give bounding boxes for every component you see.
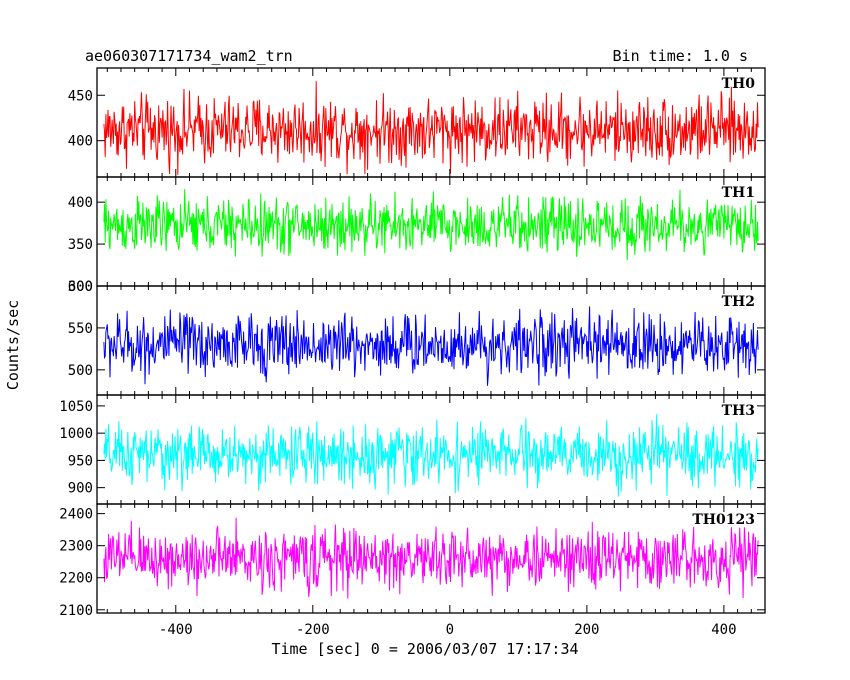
series-label-th2: TH2 <box>722 294 755 310</box>
y-tick-label: 2400 <box>59 507 93 523</box>
y-tick-label: 350 <box>68 237 93 253</box>
x-tick-label: -200 <box>296 622 330 638</box>
series-line-th0123 <box>103 517 759 599</box>
y-tick-label: 1000 <box>59 426 93 442</box>
y-axis-label: Counts/sec <box>4 300 22 390</box>
series-label-th0: TH0 <box>722 76 756 92</box>
x-tick-label: -400 <box>159 622 193 638</box>
x-axis-label: Time [sec] 0 = 2006/03/07 17:17:34 <box>271 640 578 658</box>
x-tick-label: 400 <box>711 622 736 638</box>
y-tick-label: 550 <box>68 321 93 337</box>
chart-title-right: Bin time: 1.0 s <box>613 47 748 65</box>
x-tick-label: 200 <box>574 622 599 638</box>
y-tick-label: 2100 <box>59 603 93 619</box>
y-tick-label: 950 <box>68 453 93 469</box>
panel-th0: TH0 400 450 <box>68 67 766 178</box>
y-tick-label: 400 <box>68 134 93 150</box>
series-label-th1: TH1 <box>722 185 755 201</box>
panel-th1: TH1 300 350 400 <box>68 176 766 295</box>
series-label-th0123: TH0123 <box>692 512 755 528</box>
y-tick-label: 300 <box>68 279 93 295</box>
y-tick-label: 400 <box>68 195 93 211</box>
panel-th0123: TH0123 2100 2200 2300 2400 <box>59 503 766 619</box>
panel-frame <box>96 503 766 614</box>
panel-th3: TH3 900 950 1000 1050 <box>59 394 766 505</box>
y-tick-label: 900 <box>68 481 93 497</box>
y-tick-label: 2200 <box>59 571 93 587</box>
y-tick-label: 2300 <box>59 539 93 555</box>
series-line-th1 <box>103 189 759 261</box>
series-line-th0 <box>103 81 759 175</box>
series-line-th2 <box>103 306 759 386</box>
x-tick-label: 0 <box>446 622 454 638</box>
y-tick-label: 500 <box>68 363 93 379</box>
chart-title-left: ae060307171734_wam2_trn <box>85 47 293 65</box>
series-line-th3 <box>103 414 759 497</box>
panel-th2: TH2 500 550 600 <box>68 279 766 396</box>
series-label-th3: TH3 <box>722 403 755 419</box>
y-tick-label: 600 <box>68 279 93 295</box>
y-tick-label: 1050 <box>59 399 93 415</box>
y-tick-label: 450 <box>68 88 93 104</box>
